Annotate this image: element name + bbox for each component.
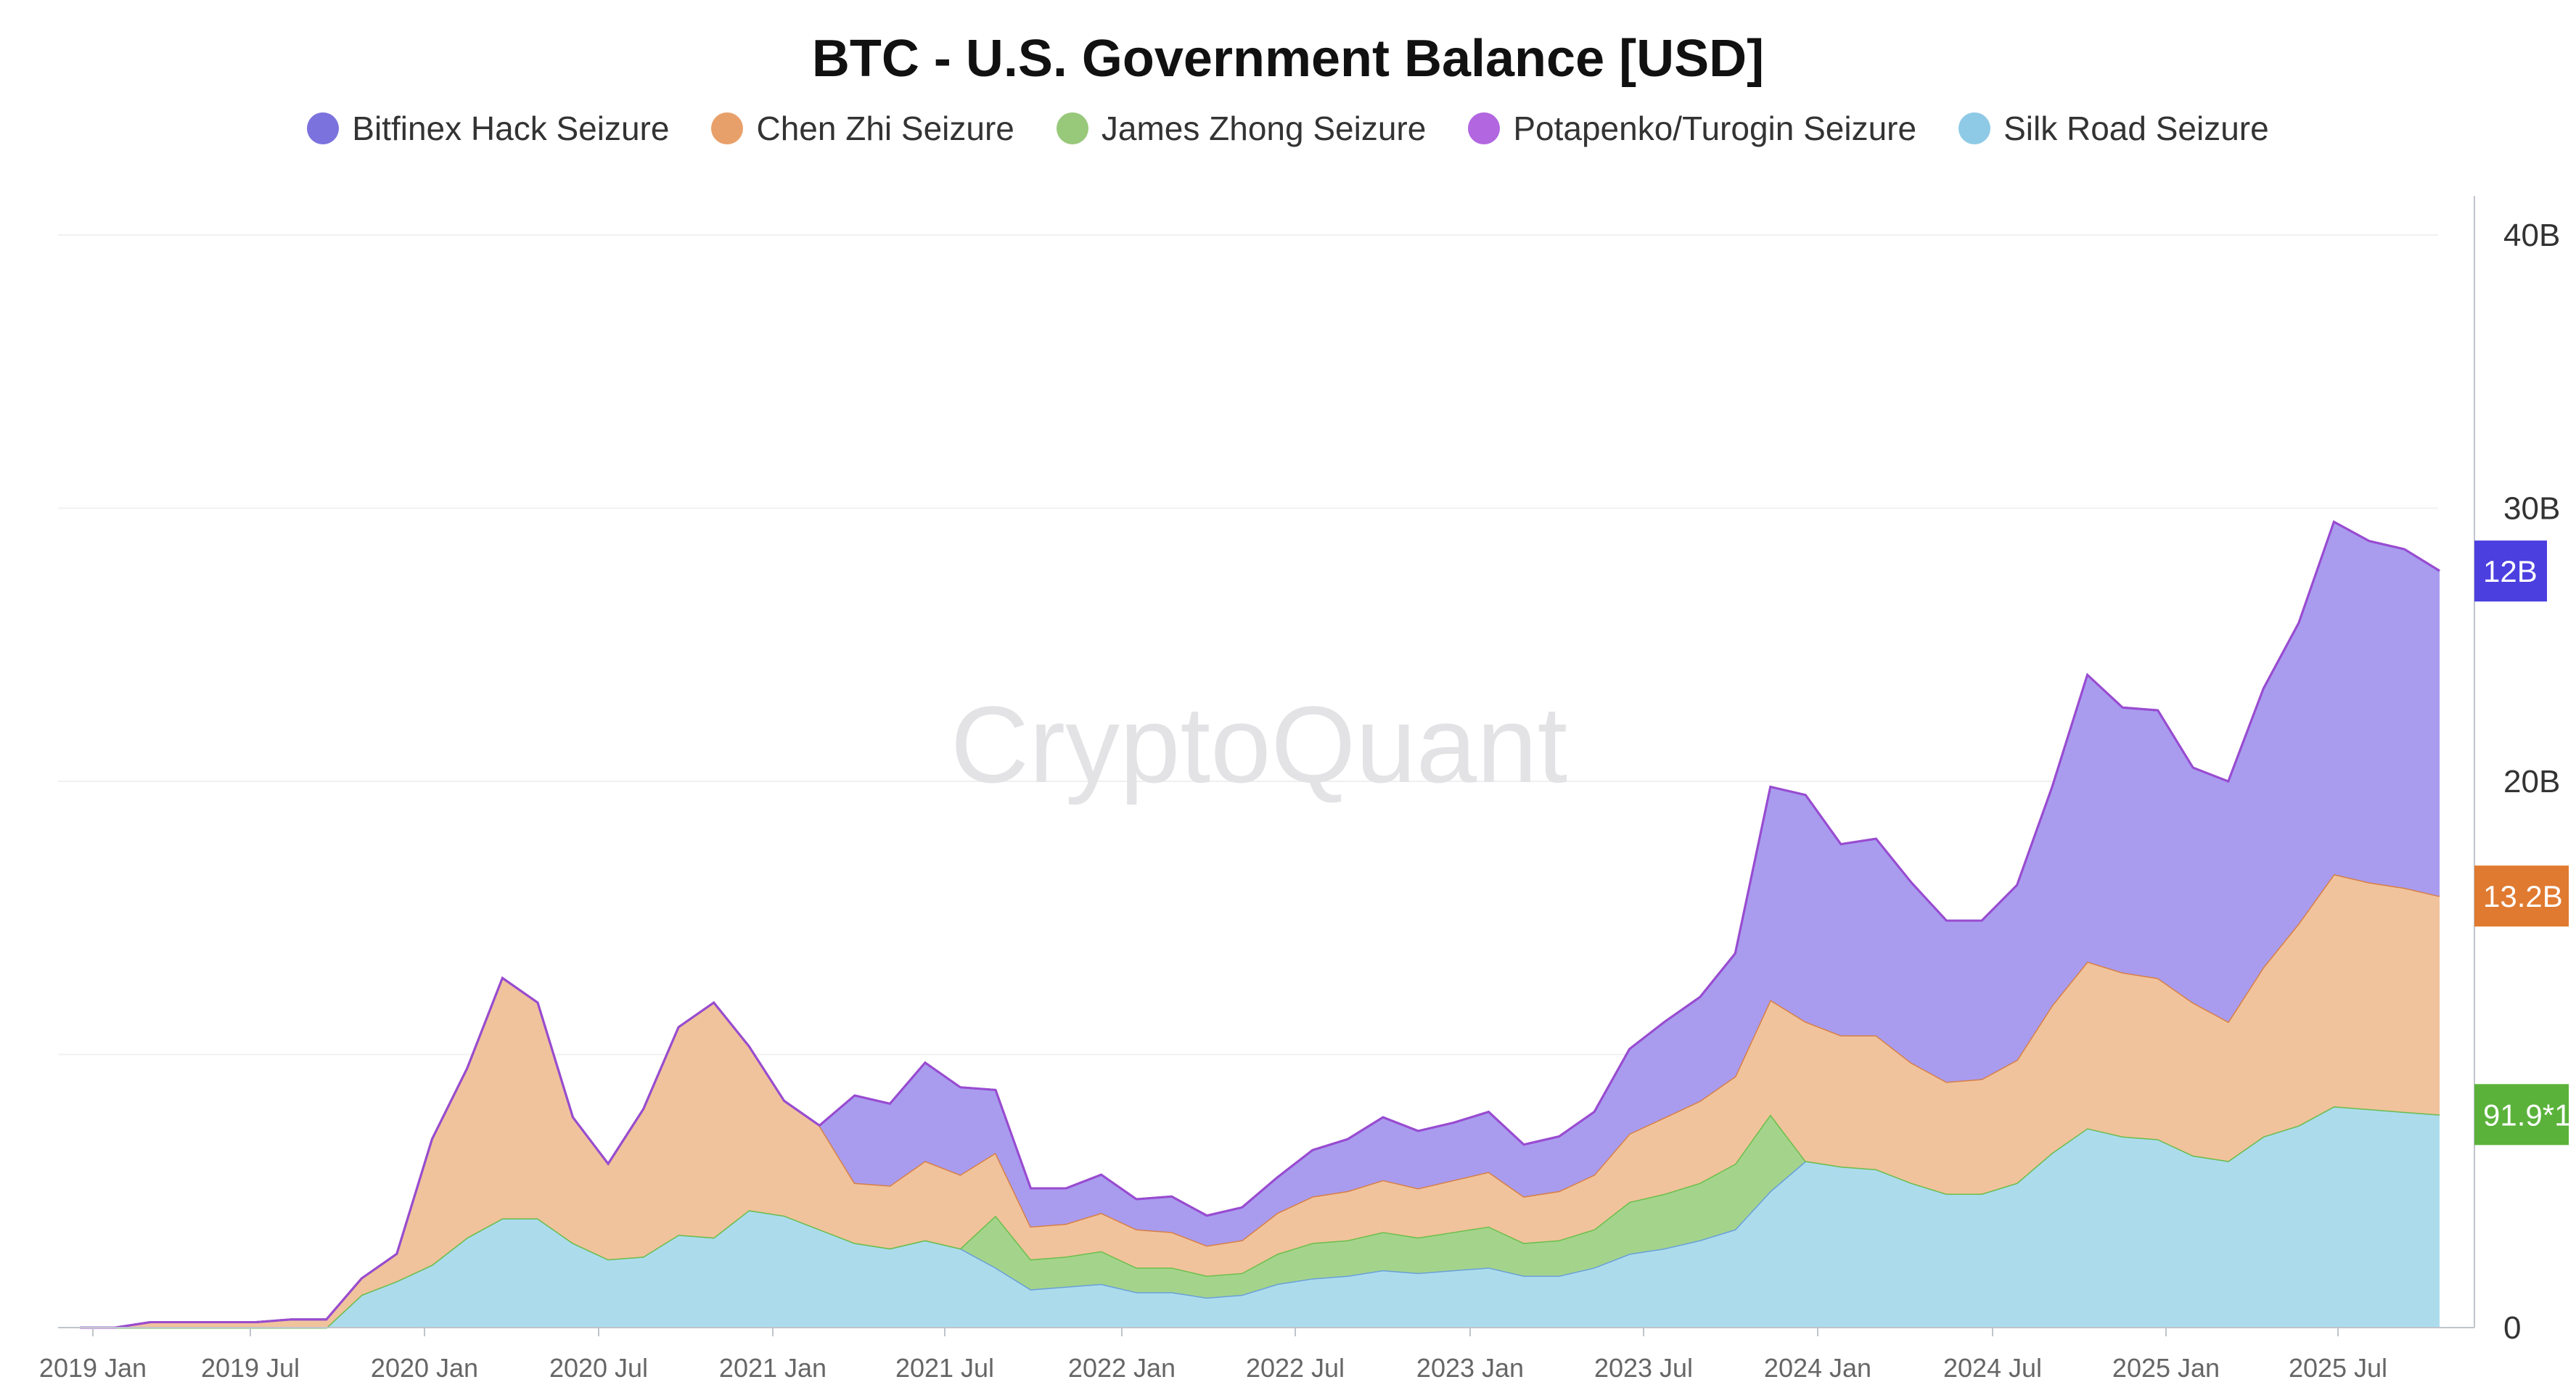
value-badge-label: 13.2B	[2483, 879, 2563, 913]
legend-label-james-zhong: James Zhong Seizure	[1101, 110, 1427, 147]
chart-title: BTC - U.S. Government Balance [USD]	[811, 30, 1765, 88]
legend-item-bitfinex[interactable]: Bitfinex Hack Seizure	[307, 109, 669, 148]
legend-item-potapenko[interactable]: Potapenko/Turogin Seizure	[1468, 109, 1916, 148]
value-badge-label: 12B	[2483, 554, 2538, 588]
y-tick-label: 0	[2503, 1310, 2521, 1346]
legend-item-silk-road[interactable]: Silk Road Seizure	[1958, 109, 2269, 148]
legend-swatch-bitfinex	[307, 112, 340, 144]
axis-layer: 0 20B 30B 40B 2019 Jan 2019 Jul 2020 Jan 2020 J…	[39, 196, 2560, 1383]
area-james-zhong-seizure	[80, 1106, 2440, 1328]
label-layer: 12B 13.2B 91.9*1	[2474, 540, 2571, 1146]
y-tick-label: 20B	[2503, 764, 2560, 799]
x-tick-label: 2024 Jan	[1764, 1353, 1871, 1383]
x-tick-label: 2019 Jul	[201, 1353, 300, 1383]
legend-swatch-james-zhong	[1056, 112, 1088, 144]
y-tick-label: 40B	[2503, 218, 2560, 253]
legend-label-potapenko: Potapenko/Turogin Seizure	[1513, 110, 1917, 147]
area-layer	[80, 520, 2440, 1329]
line-potapenko-turogin-seizure	[80, 520, 2440, 1329]
x-tick-label: 2025 Jul	[2289, 1353, 2387, 1383]
x-tick-label: 2021 Jan	[719, 1353, 826, 1383]
value-badge-label: 91.9*1	[2483, 1098, 2571, 1132]
x-tick-label: 2022 Jul	[1246, 1353, 1345, 1383]
legend-label-bitfinex: Bitfinex Hack Seizure	[352, 110, 670, 147]
x-tick-label: 2023 Jan	[1416, 1353, 1524, 1383]
legend-item-james-zhong[interactable]: James Zhong Seizure	[1056, 109, 1427, 148]
x-tick-label: 2024 Jul	[1943, 1353, 2042, 1383]
y-tick-label: 30B	[2503, 491, 2560, 527]
legend: Bitfinex Hack Seizure Chen Zhi Seizure J…	[0, 109, 2576, 148]
legend-item-chen-zhi[interactable]: Chen Zhi Seizure	[711, 109, 1014, 148]
x-tick-label: 2022 Jan	[1068, 1353, 1176, 1383]
area-silk-road-seizure	[80, 1106, 2440, 1328]
legend-label-silk-road: Silk Road Seizure	[2003, 110, 2269, 147]
value-badge	[2474, 540, 2547, 602]
area-chen-zhi-seizure	[80, 874, 2440, 1328]
legend-swatch-potapenko	[1468, 112, 1501, 144]
legend-swatch-silk-road	[1958, 112, 1991, 144]
x-tick-label: 2023 Jul	[1594, 1353, 1693, 1383]
area-bitfinex-hack-seizure	[80, 522, 2440, 1328]
watermark: CryptoQuant	[951, 683, 1567, 805]
legend-swatch-chen-zhi	[711, 112, 744, 144]
x-tick-label: 2025 Jan	[2112, 1353, 2220, 1383]
value-badge	[2474, 865, 2569, 927]
x-tick-label: 2019 Jan	[39, 1353, 147, 1383]
legend-label-chen-zhi: Chen Zhi Seizure	[756, 110, 1014, 147]
value-badge	[2474, 1084, 2569, 1146]
x-tick-label: 2020 Jan	[371, 1353, 478, 1383]
x-tick-label: 2021 Jul	[895, 1353, 994, 1383]
x-tick-label: 2020 Jul	[549, 1353, 648, 1383]
